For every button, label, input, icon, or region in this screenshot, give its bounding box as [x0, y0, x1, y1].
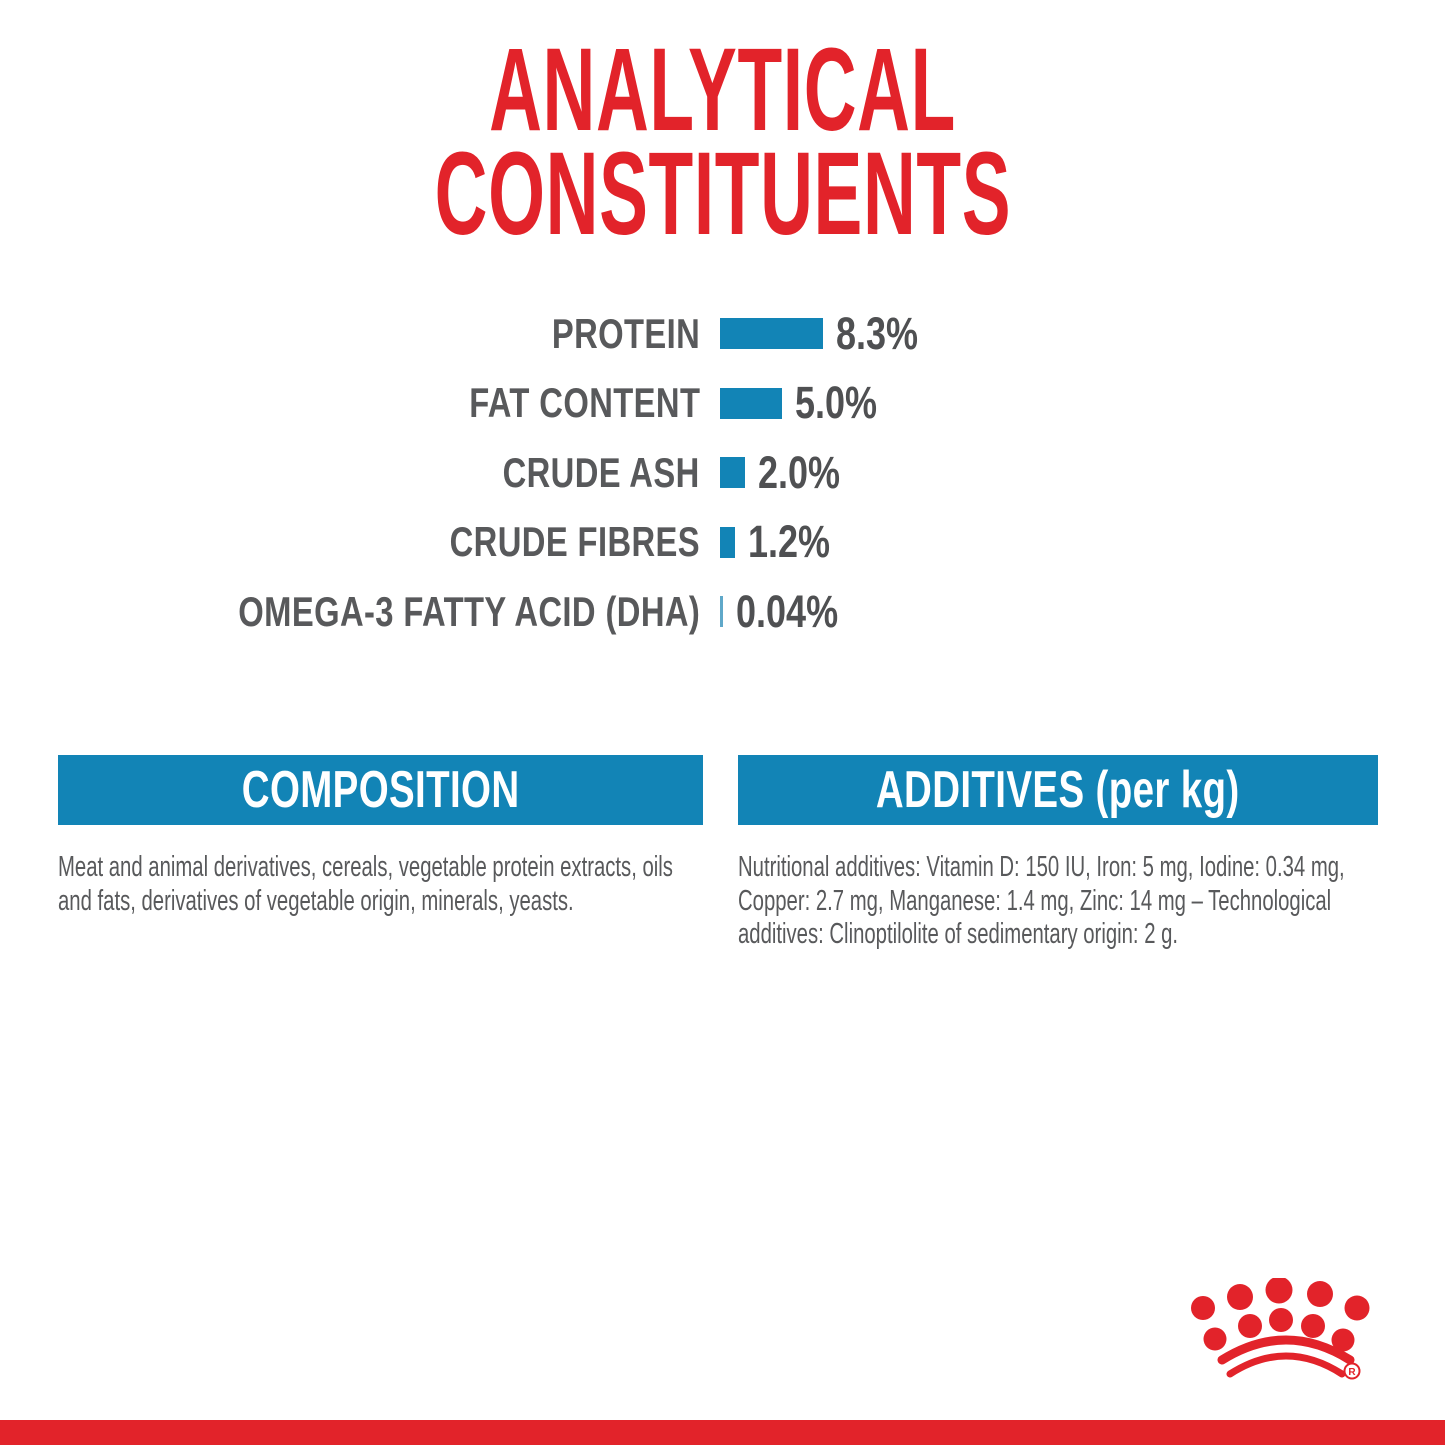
- chart-category-label: PROTEIN: [551, 309, 700, 357]
- chart-row: CRUDE FIBRES 1.2%: [0, 508, 1445, 578]
- page-title-line-1: ANALYTICAL: [489, 24, 956, 156]
- additives-section: ADDITIVES (per kg) Nutritional additives…: [738, 755, 1378, 952]
- analytical-constituents-chart: PROTEIN 8.3% FAT CONTENT 5.0% CRUDE ASH 2.0% C…: [0, 299, 1445, 647]
- crown-arc-lower: [1226, 1352, 1346, 1378]
- chart-value-label: 0.04%: [735, 585, 838, 637]
- chart-row: PROTEIN 8.3%: [0, 299, 1445, 369]
- chart-row: CRUDE ASH 2.0%: [0, 438, 1445, 508]
- chart-category-label: OMEGA-3 FATTY ACID (DHA): [238, 587, 700, 635]
- chart-bar: [720, 596, 723, 628]
- svg-text:R: R: [1348, 1367, 1356, 1378]
- footer-red-strip: [0, 1420, 1445, 1445]
- crown-arc-upper: [1217, 1335, 1355, 1365]
- additives-body: Nutritional additives: Vitamin D: 150 IU…: [738, 851, 1345, 950]
- registered-trademark-icon: R: [1343, 1362, 1361, 1380]
- chart-category-label: CRUDE FIBRES: [449, 518, 700, 566]
- page-title: ANALYTICAL CONSTITUENTS: [0, 24, 1445, 260]
- chart-row: OMEGA-3 FATTY ACID (DHA) 0.04%: [0, 577, 1445, 647]
- composition-section: COMPOSITION Meat and animal derivatives,…: [58, 755, 703, 918]
- chart-row: FAT CONTENT 5.0%: [0, 369, 1445, 439]
- additives-header: ADDITIVES (per kg): [738, 755, 1378, 825]
- chart-value-label: 5.0%: [795, 377, 878, 429]
- page-title-line-2: CONSTITUENTS: [434, 128, 1011, 260]
- chart-category-label: FAT CONTENT: [468, 379, 700, 427]
- chart-category-label: CRUDE ASH: [502, 448, 700, 496]
- chart-bar: [720, 387, 782, 419]
- chart-bar: [720, 318, 823, 350]
- royal-canin-crown-logo: R: [1191, 1278, 1370, 1380]
- composition-header: COMPOSITION: [58, 755, 703, 825]
- chart-value-label: 8.3%: [835, 307, 918, 359]
- chart-value-label: 2.0%: [757, 446, 840, 498]
- chart-bar: [720, 457, 745, 489]
- chart-value-label: 1.2%: [747, 516, 830, 568]
- chart-bar: [720, 526, 735, 558]
- composition-body: Meat and animal derivatives, cereals, ve…: [58, 851, 673, 917]
